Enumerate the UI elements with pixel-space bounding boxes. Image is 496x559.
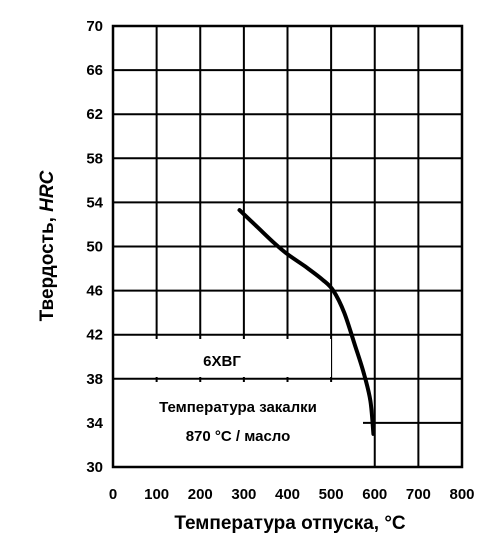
x-tick-label: 200 [188, 486, 213, 503]
x-axis-title: Температура отпуска, °С [174, 513, 406, 534]
y-axis-title-unit: HRC [37, 170, 58, 211]
y-tick-label: 34 [86, 415, 103, 432]
x-tick-label: 100 [144, 486, 169, 503]
quench-info-box [113, 382, 363, 466]
y-tick-label: 62 [86, 106, 103, 123]
steel-grade-label: 6ХВГ [203, 353, 241, 370]
hardness-curve [237, 208, 376, 436]
x-tick-label: 400 [275, 486, 300, 503]
y-tick-label: 42 [86, 327, 103, 344]
steel-grade-box [113, 339, 331, 377]
plot-frame [111, 24, 464, 469]
y-tick-label: 54 [86, 194, 103, 211]
x-tick-label: 0 [109, 486, 117, 503]
x-tick-label: 300 [231, 486, 256, 503]
y-tick-label: 58 [86, 150, 103, 167]
x-tick-label: 800 [449, 486, 474, 503]
y-tick-label: 50 [86, 239, 103, 256]
y-axis-title-main: Твердость, [37, 212, 58, 322]
y-axis-title: Твердость, HRC [37, 170, 58, 321]
y-tick-label: 70 [86, 18, 103, 35]
y-tick-label: 66 [86, 62, 103, 79]
y-tick-label: 38 [86, 371, 103, 388]
x-tick-label: 500 [319, 486, 344, 503]
quench-medium-label: 870 °С / масло [186, 428, 291, 445]
y-tick-label: 46 [86, 283, 103, 300]
y-tick-label: 30 [86, 459, 103, 476]
quench-temperature-label: Температура закалки [159, 399, 317, 416]
tick-labels: 0 100 200 300 400 500 600 700 800 30 34 38 42 46 50 54 5… [86, 18, 474, 503]
x-tick-label: 700 [406, 486, 431, 503]
x-tick-label: 600 [362, 486, 387, 503]
